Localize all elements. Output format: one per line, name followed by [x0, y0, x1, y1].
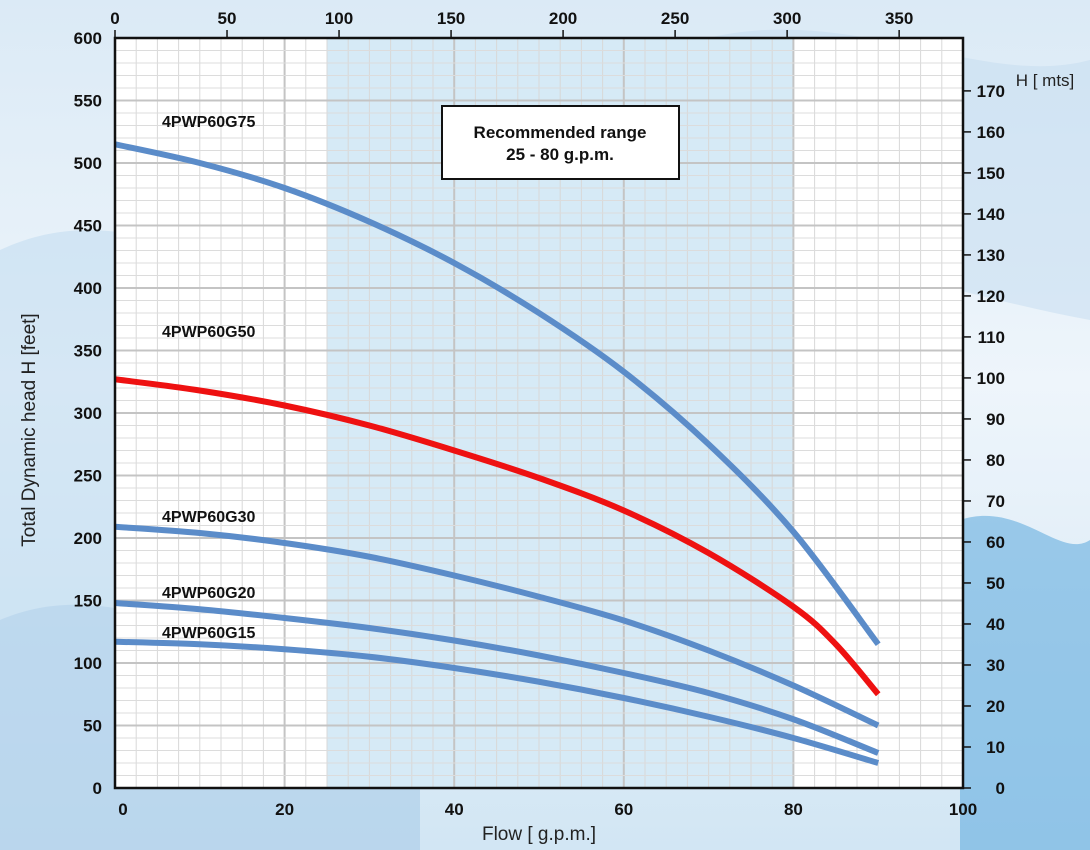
- series-line-4PWP60G20: [114, 600, 880, 756]
- x-tick-label: 100: [949, 800, 977, 819]
- x-tick-label: 40: [445, 800, 464, 819]
- recommended-range-line2: 25 - 80 g.p.m.: [506, 145, 614, 164]
- series-labels: 4PWP60G75 4PWP60G50 4PWP60G30 4PWP60G20 4PWP…: [162, 114, 255, 642]
- series-group: [114, 141, 881, 766]
- x2-tick-label: 50: [218, 9, 237, 28]
- y2-tick-label: 70: [986, 492, 1005, 511]
- series-label-4PWP60G20: 4PWP60G20: [162, 585, 255, 602]
- y2-tick-label: 90: [986, 410, 1005, 429]
- recommended-range-line1: Recommended range: [474, 123, 647, 142]
- top-axis-ticks: 0 50 100 150 200 250 300 350: [110, 9, 913, 38]
- y2-tick-label: 160: [977, 123, 1005, 142]
- right-axis-ticks: 0 10 20 30 40 50 60 70 80 90 100 110 120 130 140 150 160…: [963, 82, 1005, 798]
- y2-tick-label: 20: [986, 697, 1005, 716]
- x2-tick-label: 350: [885, 9, 913, 28]
- x-axis-title: Flow [ g.p.m.]: [482, 824, 596, 845]
- x-tick-label: 0: [118, 800, 127, 819]
- x2-tick-label: 200: [549, 9, 577, 28]
- x-tick-label: 80: [784, 800, 803, 819]
- y2-tick-label: 30: [986, 656, 1005, 675]
- y2-tick-label: 100: [977, 369, 1005, 388]
- y2-tick-label: 10: [986, 738, 1005, 757]
- y-tick-label: 150: [74, 592, 102, 611]
- series-label-4PWP60G75: 4PWP60G75: [162, 114, 255, 131]
- y2-tick-label: 130: [977, 246, 1005, 265]
- x2-tick-label: 250: [661, 9, 689, 28]
- plot-frame: [113, 36, 965, 790]
- x2-tick-label: 150: [437, 9, 465, 28]
- y-tick-label: 100: [74, 654, 102, 673]
- y2-axis-title: H [ mts]: [1016, 71, 1075, 90]
- y2-tick-label: 110: [978, 328, 1005, 347]
- recommended-range-box: Recommended range 25 - 80 g.p.m.: [441, 105, 680, 180]
- y2-tick-label: 60: [986, 533, 1005, 552]
- y-tick-label: 450: [74, 217, 102, 236]
- series-label-4PWP60G30: 4PWP60G30: [162, 509, 255, 526]
- x-tick-label: 20: [275, 800, 294, 819]
- x-axis-ticks: 0 20 40 60 80 100: [118, 800, 977, 819]
- y2-tick-label: 150: [977, 164, 1005, 183]
- y2-tick-label: 50: [986, 574, 1005, 593]
- y-tick-label: 400: [74, 279, 102, 298]
- y-axis-title: Total Dynamic head H [feet]: [19, 313, 40, 546]
- series-line-4PWP60G30: [114, 523, 880, 729]
- y-tick-label: 550: [74, 92, 102, 111]
- series-label-4PWP60G15: 4PWP60G15: [162, 625, 255, 642]
- y-tick-label: 50: [83, 717, 102, 736]
- y-tick-label: 600: [74, 29, 102, 48]
- y2-tick-label: 80: [986, 451, 1005, 470]
- y2-tick-label: 140: [977, 205, 1005, 224]
- y-tick-label: 0: [93, 779, 102, 798]
- y2-tick-label: 40: [986, 615, 1005, 634]
- x2-tick-label: 300: [773, 9, 801, 28]
- y2-tick-label: 170: [977, 82, 1005, 101]
- y2-tick-label: 0: [996, 779, 1005, 798]
- x2-tick-label: 100: [325, 9, 353, 28]
- series-line-4PWP60G75: [114, 141, 881, 647]
- x2-tick-label: 0: [110, 9, 119, 28]
- y-tick-label: 500: [74, 154, 102, 173]
- y-tick-label: 350: [74, 342, 102, 361]
- y-tick-label: 200: [74, 529, 102, 548]
- y2-tick-label: 120: [977, 287, 1005, 306]
- y-axis-ticks: 0 50 100 150 200 250 300 350 400 450 500 550 600: [74, 29, 102, 798]
- y-tick-label: 300: [74, 404, 102, 423]
- series-label-4PWP60G50: 4PWP60G50: [162, 324, 255, 341]
- y-tick-label: 250: [74, 467, 102, 486]
- series-line-4PWP60G50: [114, 376, 881, 697]
- series-line-4PWP60G15: [114, 638, 880, 766]
- x-tick-label: 60: [614, 800, 633, 819]
